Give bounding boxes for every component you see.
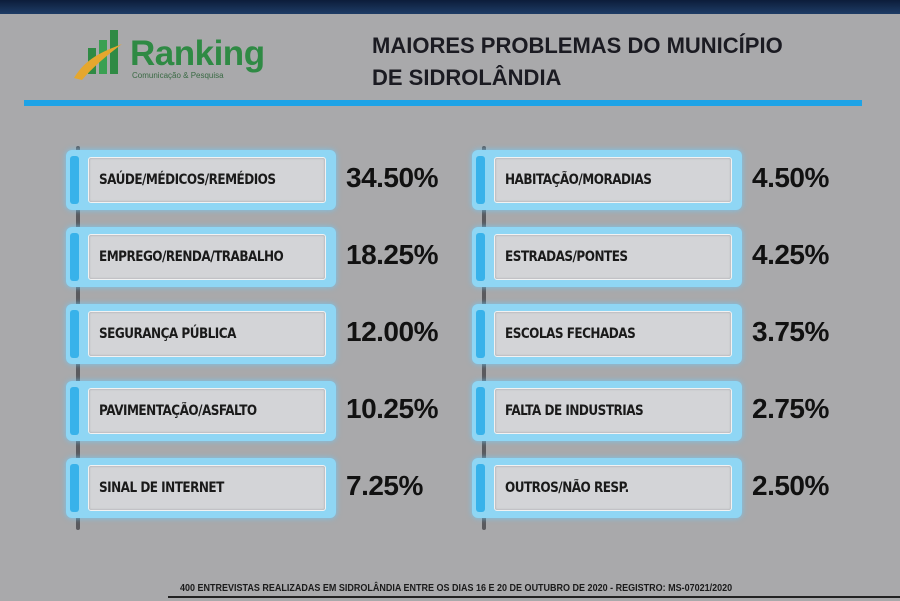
card-accent <box>476 464 485 512</box>
card-accent <box>476 233 485 281</box>
survey-footnote: 400 ENTREVISTAS REALIZADAS EM SIDROLÂNDI… <box>180 583 733 594</box>
card-label-box: PAVIMENTAÇÃO/ASFALTO <box>88 388 326 434</box>
problem-label: OUTROS/NÃO RESP. <box>505 480 629 496</box>
card-accent <box>476 387 485 435</box>
card-accent <box>70 387 79 435</box>
card-accent <box>476 156 485 204</box>
problem-percent: 4.25% <box>752 239 829 270</box>
card-accent <box>70 233 79 281</box>
problem-card: EMPREGO/RENDA/TRABALHO <box>66 227 336 287</box>
problem-label: SINAL DE INTERNET <box>99 480 224 496</box>
card-label-box: SINAL DE INTERNET <box>88 465 326 511</box>
footer-rule <box>168 596 900 598</box>
problem-label: ESTRADAS/PONTES <box>505 249 628 265</box>
problem-card: SAÚDE/MÉDICOS/REMÉDIOS <box>66 150 336 210</box>
card-label-box: ESCOLAS FECHADAS <box>494 311 732 357</box>
card-label-box: OUTROS/NÃO RESP. <box>494 465 732 511</box>
logo-tagline: Comunicação & Pesquisa <box>132 71 224 80</box>
problem-percent: 10.25% <box>346 393 438 424</box>
card-accent <box>70 156 79 204</box>
problem-label: EMPREGO/RENDA/TRABALHO <box>99 249 284 265</box>
problem-percent: 4.50% <box>752 162 829 193</box>
problem-label: HABITAÇÃO/MORADIAS <box>505 172 652 188</box>
card-accent <box>476 310 485 358</box>
problem-card: SINAL DE INTERNET <box>66 458 336 518</box>
problem-card: SEGURANÇA PÚBLICA <box>66 304 336 364</box>
problem-card: FALTA DE INDUSTRIAS <box>472 381 742 441</box>
problem-percent: 7.25% <box>346 470 423 501</box>
page-title: MAIORES PROBLEMAS DO MUNICÍPIO DE SIDROL… <box>372 30 882 94</box>
problem-percent: 2.75% <box>752 393 829 424</box>
card-accent <box>70 464 79 512</box>
problem-card: HABITAÇÃO/MORADIAS <box>472 150 742 210</box>
card-label-box: HABITAÇÃO/MORADIAS <box>494 157 732 203</box>
problem-label: SAÚDE/MÉDICOS/REMÉDIOS <box>99 172 276 188</box>
card-label-box: EMPREGO/RENDA/TRABALHO <box>88 234 326 280</box>
problem-card: ESCOLAS FECHADAS <box>472 304 742 364</box>
card-label-box: SAÚDE/MÉDICOS/REMÉDIOS <box>88 157 326 203</box>
logo-wordmark: Ranking <box>130 34 265 73</box>
card-accent <box>70 310 79 358</box>
card-label-box: FALTA DE INDUSTRIAS <box>494 388 732 434</box>
problem-percent: 12.00% <box>346 316 438 347</box>
problem-label: SEGURANÇA PÚBLICA <box>99 326 236 342</box>
ranking-logo: Ranking Comunicação & Pesquisa <box>72 28 272 88</box>
problem-percent: 3.75% <box>752 316 829 347</box>
title-line-2: DE SIDROLÂNDIA <box>372 65 562 90</box>
title-line-1: MAIORES PROBLEMAS DO MUNICÍPIO <box>372 33 783 58</box>
problem-card: PAVIMENTAÇÃO/ASFALTO <box>66 381 336 441</box>
problem-card: OUTROS/NÃO RESP. <box>472 458 742 518</box>
problem-percent: 2.50% <box>752 470 829 501</box>
problem-label: FALTA DE INDUSTRIAS <box>505 403 644 419</box>
problem-label: PAVIMENTAÇÃO/ASFALTO <box>99 403 257 419</box>
problem-card: ESTRADAS/PONTES <box>472 227 742 287</box>
bar-swoosh-logo-icon <box>74 30 122 80</box>
problem-percent: 18.25% <box>346 239 438 270</box>
problem-label: ESCOLAS FECHADAS <box>505 326 636 342</box>
card-label-box: ESTRADAS/PONTES <box>494 234 732 280</box>
title-divider <box>24 100 862 106</box>
problem-percent: 34.50% <box>346 162 438 193</box>
top-bar <box>0 0 900 14</box>
card-label-box: SEGURANÇA PÚBLICA <box>88 311 326 357</box>
